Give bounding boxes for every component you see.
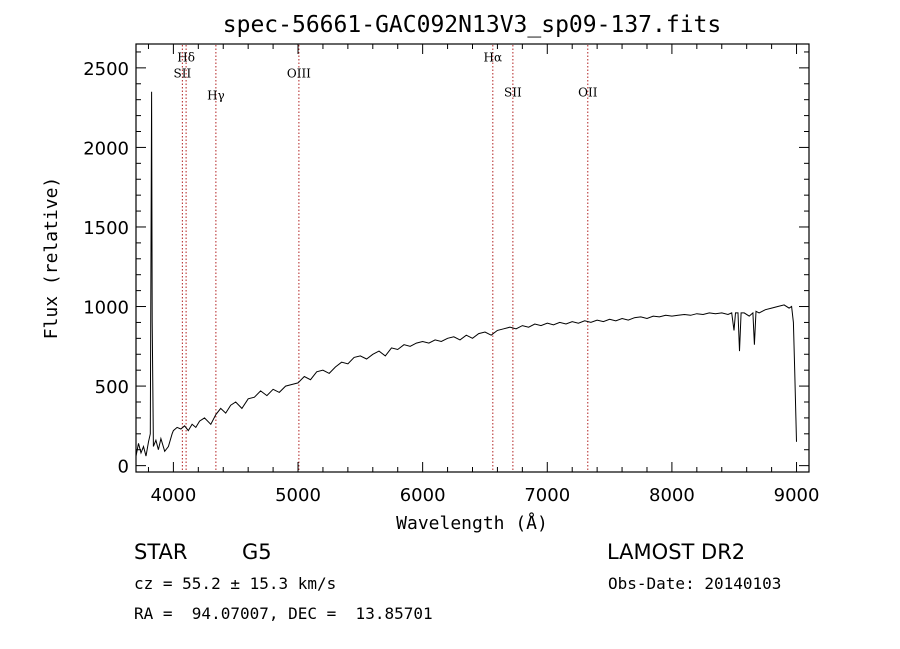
x-axis-label: Wavelength (Å) bbox=[396, 512, 548, 534]
x-tick-label: 9000 bbox=[774, 485, 820, 506]
y-tick-label: 1500 bbox=[83, 218, 129, 239]
spectrum-series bbox=[135, 91, 797, 457]
x-tick-label: 5000 bbox=[275, 485, 321, 506]
x-tick-label: 7000 bbox=[524, 485, 570, 506]
emission-label-3: OIII bbox=[287, 66, 311, 80]
chart-title: spec-56661-GAC092N13V3_sp09-137.fits bbox=[223, 12, 722, 38]
axis-ticks: 4000 5000 6000 7000 8000 9000 0 500 1000 1500 2000… bbox=[83, 44, 819, 506]
emission-label-4: Hα bbox=[484, 51, 503, 65]
emission-label-2: Hγ bbox=[207, 89, 225, 103]
obs-date: Obs-Date: 20140103 bbox=[608, 574, 782, 593]
x-tick-label: 6000 bbox=[400, 485, 446, 506]
y-tick-label: 1000 bbox=[83, 298, 129, 319]
survey-name: LAMOST DR2 bbox=[607, 540, 746, 564]
x-tick-label: 4000 bbox=[150, 485, 196, 506]
plot-frame bbox=[135, 43, 810, 473]
y-tick-label: 2500 bbox=[83, 59, 129, 80]
emission-label-1: SII bbox=[174, 66, 192, 80]
emission-label-5: OII bbox=[578, 86, 598, 100]
y-tick-label: 500 bbox=[95, 377, 129, 398]
emission-label-0: Hδ bbox=[177, 51, 195, 65]
redshift-readout: cz = 55.2 ± 15.3 km/s bbox=[134, 574, 337, 593]
coordinates: RA = 94.07007, DEC = 13.85701 bbox=[134, 604, 433, 623]
y-tick-label: 0 bbox=[118, 457, 129, 478]
x-tick-label: 8000 bbox=[649, 485, 695, 506]
y-tick-label: 2000 bbox=[83, 138, 129, 159]
y-axis-label: Flux (relative) bbox=[41, 177, 62, 340]
spectrum-line-0 bbox=[135, 91, 797, 457]
emission-label-6: SII bbox=[504, 86, 522, 100]
object-subclass: G5 bbox=[242, 540, 272, 564]
object-class: STAR bbox=[134, 540, 188, 564]
